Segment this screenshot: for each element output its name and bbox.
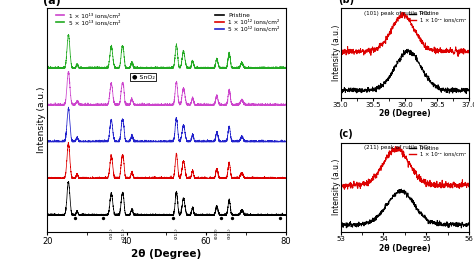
Text: ● SnO₂: ● SnO₂ [132,75,155,80]
Legend: Pristine, 1 × 10¹² ions/cm², 5 × 10¹² ions/cm²: Pristine, 1 × 10¹² ions/cm², 5 × 10¹² io… [214,12,280,32]
Y-axis label: Intensity (a.u.): Intensity (a.u.) [331,159,340,215]
Text: (101): (101) [109,227,113,239]
Text: (a): (a) [43,0,60,6]
Text: (b): (b) [338,0,354,5]
Legend: Pristine, 1 × 10¹² ions/cm²: Pristine, 1 × 10¹² ions/cm² [409,145,466,157]
Text: (301): (301) [228,227,232,239]
Legend: Pristine, 1 × 10¹² ions/cm²: Pristine, 1 × 10¹² ions/cm² [409,11,466,23]
X-axis label: 2θ (Degree): 2θ (Degree) [131,249,201,259]
Y-axis label: Intensity (a.u.): Intensity (a.u.) [331,25,340,81]
Text: (211): (211) [174,227,178,239]
X-axis label: 2θ (Degree): 2θ (Degree) [379,109,431,118]
Text: (111): (111) [122,227,126,239]
Text: (c): (c) [338,129,353,139]
Y-axis label: Intensity (a.u.): Intensity (a.u.) [37,87,46,153]
Text: (002): (002) [215,227,219,239]
Text: (101) peak of rutile TiO₂: (101) peak of rutile TiO₂ [364,11,430,16]
X-axis label: 2θ (Degree): 2θ (Degree) [379,244,431,253]
Text: (211) peak of rutile TiO₂: (211) peak of rutile TiO₂ [364,145,430,150]
